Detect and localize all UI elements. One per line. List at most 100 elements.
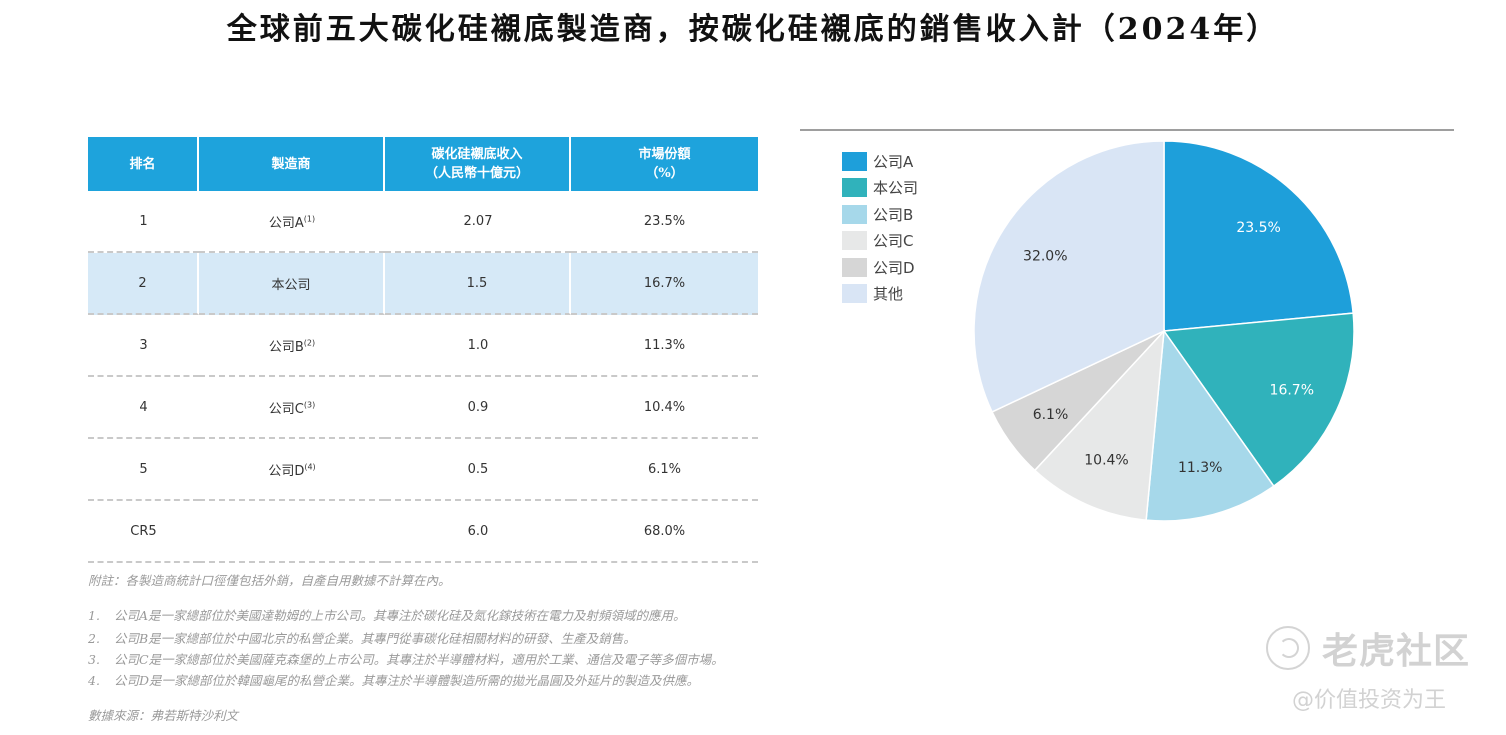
- cell-share: 10.4%: [571, 377, 758, 439]
- maker-name: 公司B: [268, 339, 304, 355]
- footnote: 4. 公司D是一家總部位於韓國龜尾的私營企業。其專注於半導體製造所需的拋光晶圓及外…: [88, 670, 699, 689]
- maker-name: 本公司: [271, 277, 311, 293]
- cell-share: 11.3%: [571, 315, 758, 377]
- pie-slice-5: [973, 140, 1165, 413]
- table-row: 3 公司B(2) 1.0 11.3%: [88, 315, 758, 377]
- table-row-highlighted: 2 本公司 1.5 16.7%: [88, 253, 758, 315]
- table-row-total: CR5 6.0 68.0%: [88, 501, 758, 563]
- legend-item: 公司C: [842, 228, 918, 255]
- pie-slice-1: [1162, 312, 1355, 488]
- cell-maker: 公司A(1): [199, 191, 385, 253]
- maker-name: 公司C: [268, 401, 304, 417]
- cell-share: 68.0%: [571, 501, 758, 563]
- legend-swatch: [842, 151, 867, 171]
- legend-swatch: [842, 178, 867, 198]
- header-revenue-line2: （人民幣十億元）: [424, 166, 529, 181]
- legend-item: 其他: [842, 281, 918, 308]
- legend-label: 其他: [873, 285, 904, 304]
- legend-item: 公司D: [842, 254, 918, 281]
- cell-share: 6.1%: [571, 439, 758, 501]
- table-row: 4 公司C(3) 0.9 10.4%: [88, 377, 758, 439]
- footnote: 2. 公司B是一家總部位於中國北京的私營企業。其專門從事碳化硅相關材料的研發、生產…: [88, 628, 636, 647]
- header-maker: 製造商: [199, 137, 385, 191]
- footnote: 1. 公司A是一家總部位於美國達勒姆的上市公司。其專注於碳化硅及氮化鎵技術在電力及…: [88, 605, 686, 624]
- cell-revenue: 1.0: [385, 315, 571, 377]
- table-row: 5 公司D(4) 0.5 6.1%: [88, 439, 758, 501]
- legend-swatch: [842, 257, 867, 277]
- footnote-ref: (3): [303, 400, 316, 410]
- header-rank: 排名: [88, 137, 199, 191]
- legend-label: 公司B: [873, 205, 914, 224]
- footnote-number: 3.: [88, 652, 100, 667]
- footnote-text: 公司A是一家總部位於美國達勒姆的上市公司。其專注於碳化硅及氮化鎵技術在電力及射頻…: [114, 608, 686, 623]
- cell-rank: CR5: [88, 501, 199, 563]
- header-revenue: 碳化硅襯底收入 （人民幣十億元）: [385, 137, 571, 191]
- cell-rank: 3: [88, 315, 199, 377]
- legend-swatch: [842, 284, 867, 304]
- pie-slice-3: [1033, 328, 1165, 521]
- cell-maker: [199, 501, 385, 563]
- header-share-line1: 市場份額: [638, 147, 691, 162]
- legend-item: 公司B: [842, 201, 918, 228]
- data-source: 數據來源：弗若斯特沙利文: [88, 708, 239, 723]
- cell-revenue: 0.9: [385, 377, 571, 439]
- footnote-number: 4.: [88, 673, 100, 688]
- footnote-number: 1.: [88, 608, 100, 623]
- footnote-ref: (1): [303, 214, 316, 224]
- header-revenue-line1: 碳化硅襯底收入: [431, 147, 523, 162]
- cell-rank: 1: [88, 191, 199, 253]
- watermark-handle: @价值投资为王: [1292, 688, 1447, 713]
- header-share: 市場份額 （%）: [571, 137, 758, 191]
- cell-maker: 公司B(2): [199, 315, 385, 377]
- cell-revenue: 0.5: [385, 439, 571, 501]
- pie-slice-0: [1163, 140, 1354, 332]
- footnote: 3. 公司C是一家總部位於美國薩克森堡的上市公司。其專注於半導體材料，適用於工業、…: [88, 649, 724, 668]
- pie-data-label: 16.7%: [1270, 383, 1314, 399]
- watermark-brand: 老虎社区: [1322, 631, 1471, 672]
- cell-revenue: 2.07: [385, 191, 571, 253]
- cell-rank: 5: [88, 439, 199, 501]
- footnote-ref: (4): [304, 462, 316, 472]
- pie-data-label: 10.4%: [1084, 452, 1128, 468]
- tiger-logo-icon: [1266, 626, 1310, 670]
- legend-label: 公司A: [873, 152, 914, 171]
- pie-data-label: 6.1%: [1033, 407, 1069, 423]
- cell-revenue: 6.0: [385, 501, 571, 563]
- legend-swatch: [842, 204, 867, 224]
- cell-rank: 4: [88, 377, 199, 439]
- pie-slice-2: [1145, 328, 1275, 522]
- pie-data-label: 11.3%: [1178, 460, 1222, 476]
- pie-data-label: 32.0%: [1023, 249, 1067, 265]
- table-note: 附註：各製造商統計口徑僅包括外銷，自產自用數據不計算在內。: [88, 573, 451, 588]
- legend-item: 本公司: [842, 175, 918, 202]
- table-header-row: 排名 製造商 碳化硅襯底收入 （人民幣十億元） 市場份額 （%）: [88, 137, 758, 191]
- maker-name: 公司D: [268, 463, 305, 479]
- chart-top-rule: [800, 129, 1454, 131]
- footnote-text: 公司C是一家總部位於美國薩克森堡的上市公司。其專注於半導體材料，適用於工業、通信…: [114, 652, 724, 667]
- footnote-text: 公司B是一家總部位於中國北京的私營企業。其專門從事碳化硅相關材料的研發、生產及銷…: [114, 631, 636, 646]
- legend-label: 本公司: [873, 179, 919, 198]
- cell-maker: 公司C(3): [199, 377, 385, 439]
- cell-revenue: 1.5: [385, 253, 571, 315]
- legend-label: 公司D: [873, 258, 915, 277]
- pie-legend: 公司A 本公司 公司B 公司C 公司D 其他: [842, 148, 918, 307]
- cell-maker: 本公司: [199, 253, 385, 315]
- legend-label: 公司C: [873, 232, 914, 251]
- cell-maker: 公司D(4): [199, 439, 385, 501]
- legend-item: 公司A: [842, 148, 918, 175]
- cell-rank: 2: [88, 253, 199, 315]
- footnote-ref: (2): [303, 338, 316, 348]
- table-row: 1 公司A(1) 2.07 23.5%: [88, 191, 758, 253]
- cell-share: 23.5%: [571, 191, 758, 253]
- footnote-number: 2.: [88, 631, 100, 646]
- footnote-text: 公司D是一家總部位於韓國龜尾的私營企業。其專注於半導體製造所需的拋光晶圓及外延片…: [114, 673, 700, 688]
- ranking-table: 排名 製造商 碳化硅襯底收入 （人民幣十億元） 市場份額 （%） 1 公司A(1…: [88, 137, 758, 563]
- cell-share: 16.7%: [571, 253, 758, 315]
- page-title: 全球前五大碳化硅襯底製造商，按碳化硅襯底的銷售收入計（2024年）: [226, 12, 1280, 47]
- pie-data-label: 23.5%: [1236, 220, 1280, 236]
- watermark: 老虎社区 @价值投资为王: [1262, 620, 1502, 730]
- legend-swatch: [842, 231, 867, 251]
- maker-name: 公司A: [268, 215, 304, 231]
- header-share-line2: （%）: [645, 166, 684, 181]
